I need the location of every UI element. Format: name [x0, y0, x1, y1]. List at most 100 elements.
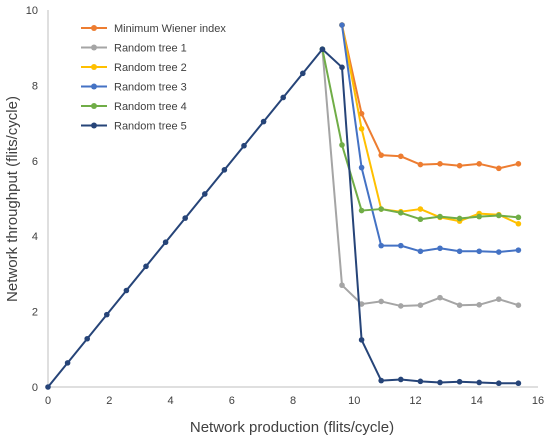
data-point [437, 245, 443, 252]
data-point [202, 191, 208, 197]
data-point [221, 167, 228, 173]
data-point [319, 46, 326, 53]
legend: Minimum Wiener index Random tree 1 Random … [81, 23, 226, 133]
y-tick-label: 6 [32, 156, 38, 168]
data-point [476, 161, 483, 167]
data-point [339, 142, 345, 148]
data-point [378, 377, 385, 384]
legend-swatch-marker [91, 64, 97, 70]
plot-area [45, 22, 522, 390]
data-point [398, 303, 404, 309]
data-point [378, 206, 385, 212]
data-point [143, 263, 149, 270]
series-2 [319, 46, 522, 309]
data-point [84, 335, 90, 342]
legend-swatch-marker [91, 83, 97, 90]
x-tick-label: 6 [229, 395, 235, 407]
data-point [417, 302, 424, 308]
legend-swatch-marker [91, 25, 97, 31]
x-tick-label: 2 [106, 395, 112, 407]
axes [47, 10, 538, 388]
x-tick-label: 8 [290, 395, 296, 407]
x-tick-label: 12 [409, 395, 421, 407]
data-point [515, 247, 522, 253]
data-point [123, 287, 130, 294]
data-point [398, 242, 404, 249]
data-point [358, 164, 365, 171]
data-point [476, 302, 483, 308]
legend-swatch-marker [91, 44, 97, 51]
x-tick-label: 4 [167, 395, 173, 407]
data-point [339, 282, 345, 289]
data-point [104, 311, 110, 318]
data-point [358, 110, 365, 117]
tick-labels: 0 2 4 6 8 10 12 14 16 0 2 4 6 8 10 [26, 5, 544, 407]
series-1 [339, 22, 522, 172]
data-point [64, 360, 71, 366]
legend-swatch-marker [91, 122, 97, 129]
data-point [496, 380, 502, 387]
data-point [437, 379, 443, 386]
series-4 [339, 22, 522, 255]
y-tick-label: 0 [32, 382, 38, 394]
data-point [241, 142, 247, 149]
legend-swatch-marker [91, 103, 97, 109]
series-line [341, 24, 519, 254]
data-point [515, 380, 522, 387]
legend-label: Random tree 3 [114, 82, 187, 94]
data-point [496, 296, 502, 302]
data-point [182, 215, 188, 221]
y-tick-label: 10 [26, 5, 38, 17]
legend-item: Random tree 1 [81, 43, 187, 55]
data-point [339, 22, 345, 28]
data-point [358, 207, 365, 214]
data-point [417, 378, 424, 385]
legend-label: Minimum Wiener index [114, 23, 226, 35]
series-5 [319, 46, 522, 223]
legend-label: Random tree 2 [114, 62, 187, 74]
data-point [417, 248, 424, 255]
x-tick-label: 10 [348, 395, 360, 407]
data-point [456, 248, 463, 255]
data-point [496, 249, 502, 255]
legend-label: Random tree 1 [114, 43, 187, 55]
x-tick-label: 14 [471, 395, 483, 407]
data-point [398, 376, 404, 383]
data-point [496, 165, 502, 172]
legend-item: Random tree 3 [81, 82, 187, 94]
y-tick-label: 8 [32, 80, 38, 92]
series-6 [45, 46, 522, 390]
y-tick-label: 4 [32, 231, 38, 243]
data-point [515, 302, 522, 308]
data-point [162, 239, 169, 246]
data-point [456, 302, 463, 308]
legend-item: Minimum Wiener index [81, 23, 226, 35]
data-point [260, 118, 267, 125]
data-point [398, 153, 404, 160]
series-line [341, 24, 519, 225]
data-point [300, 70, 306, 77]
data-point [378, 152, 385, 158]
x-tick-label: 0 [45, 395, 51, 407]
data-point [456, 378, 463, 385]
x-axis-label: Network production (flits/cycle) [190, 419, 394, 436]
data-point [417, 216, 424, 223]
data-point [515, 161, 522, 167]
legend-item: Random tree 5 [81, 121, 187, 133]
data-point [417, 161, 424, 168]
data-point [456, 215, 463, 222]
data-point [456, 162, 463, 169]
legend-item: Random tree 2 [81, 62, 187, 74]
data-point [358, 301, 365, 307]
data-point [515, 220, 522, 227]
data-point [358, 337, 365, 343]
data-point [45, 384, 51, 390]
data-point [417, 206, 424, 212]
data-point [437, 213, 443, 220]
data-point [280, 94, 287, 101]
x-tick-label: 16 [532, 395, 544, 407]
legend-label: Random tree 4 [114, 101, 187, 113]
series-line [341, 24, 519, 170]
data-point [437, 161, 443, 167]
